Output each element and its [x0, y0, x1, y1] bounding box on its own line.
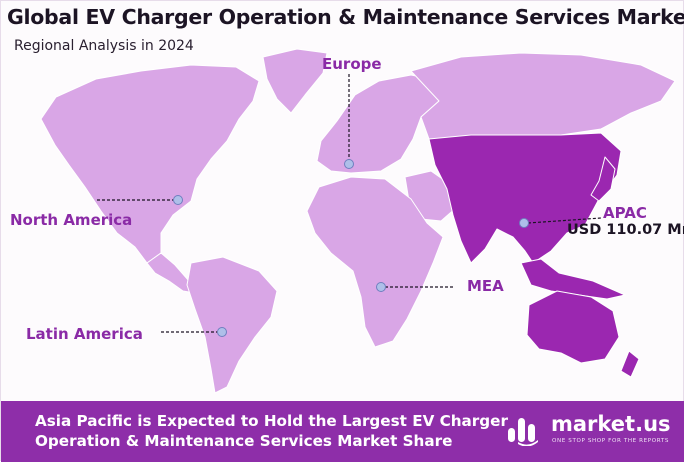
- banner-headline-line-2: Operation & Maintenance Services Market …: [35, 432, 453, 450]
- region-label-latin-america: Latin America: [26, 325, 143, 343]
- footer-banner: Asia Pacific is Expected to Hold the Lar…: [1, 401, 684, 462]
- japan-shape: [590, 156, 616, 202]
- asia-shape: [428, 132, 622, 264]
- market-us-logo-icon: [508, 418, 538, 446]
- brand-name: market.us: [551, 412, 671, 436]
- region-label-mea: MEA: [467, 277, 504, 295]
- north-america-marker: [173, 195, 183, 205]
- page-subtitle: Regional Analysis in 2024: [14, 38, 194, 54]
- south-america-shape: [186, 256, 278, 394]
- banner-headline-line-1: Asia Pacific is Expected to Hold the Lar…: [35, 412, 508, 430]
- new-zealand-shape: [620, 350, 640, 378]
- europe-shape: [316, 74, 442, 174]
- africa-shape: [306, 176, 444, 348]
- world-map: [40, 48, 676, 394]
- apac-market-value: USD 110.07 Mn: [567, 222, 684, 238]
- brand-tagline: ONE STOP SHOP FOR THE REPORTS: [552, 438, 669, 444]
- region-label-apac: APAC: [603, 204, 647, 222]
- australia-shape: [526, 290, 620, 364]
- region-label-europe: Europe: [322, 55, 382, 73]
- apac-leader-line: [527, 217, 602, 224]
- greenland-shape: [262, 48, 328, 114]
- banner-headline: Asia Pacific is Expected to Hold the Lar…: [35, 411, 508, 451]
- region-label-north-america: North America: [10, 211, 133, 229]
- russia-shape: [410, 52, 676, 142]
- mea-marker: [376, 282, 386, 292]
- latin-america-marker: [217, 327, 227, 337]
- southeast-asia-islands-shape: [520, 258, 626, 300]
- apac-marker: [519, 218, 529, 228]
- page-title: Global EV Charger Operation & Maintenanc…: [7, 5, 684, 29]
- north-america-shape: [40, 64, 260, 264]
- europe-marker: [344, 159, 354, 169]
